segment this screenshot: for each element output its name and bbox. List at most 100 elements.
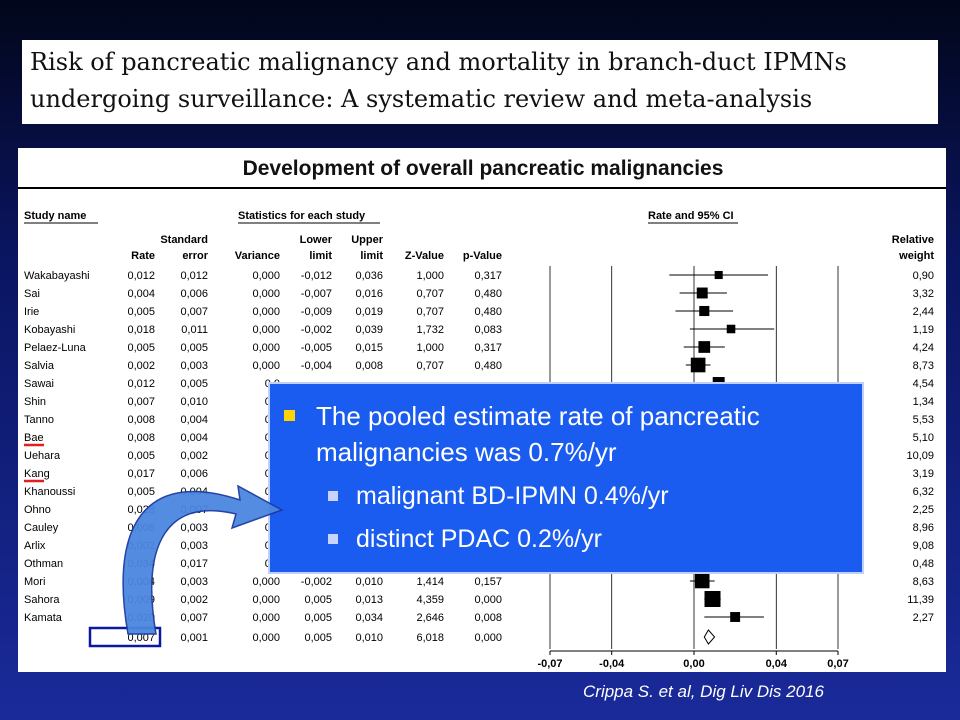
study-se: 0,010	[180, 396, 208, 408]
study-weight: 8,96	[913, 522, 934, 534]
study-p: 0,008	[474, 612, 502, 624]
header-z: Z-Value	[405, 250, 444, 262]
chart-title: Development of overall pancreatic malign…	[243, 157, 724, 180]
study-name: Sawai	[24, 378, 54, 390]
pooled-z: 6,018	[416, 632, 444, 644]
study-marker	[696, 287, 708, 299]
study-weight: 0,90	[913, 270, 934, 282]
header-study-name: Study name	[24, 210, 86, 222]
study-name: Kobayashi	[24, 324, 75, 336]
pooled-lower: 0,005	[304, 632, 332, 644]
study-se: 0,011	[181, 324, 208, 336]
summary-callout: The pooled estimate rate of pancreatic m…	[268, 382, 864, 574]
study-p: 0,480	[474, 360, 502, 372]
callout-sub-text-1: malignant BD-IPMN 0.4%/yr	[356, 482, 669, 510]
square-bullet-icon	[328, 534, 338, 544]
study-name: Arlix	[24, 540, 46, 552]
study-upper: 0,008	[355, 360, 383, 372]
study-marker	[690, 357, 706, 373]
pooled-variance: 0,000	[252, 632, 280, 644]
study-p: 0,083	[474, 324, 502, 336]
x-tick-label: 0,04	[766, 658, 788, 670]
callout-sub-bullet-1: malignant BD-IPMN 0.4%/yr	[328, 480, 669, 512]
study-upper: 0,039	[355, 324, 383, 336]
study-z: 2,646	[416, 612, 444, 624]
study-marker	[699, 305, 710, 317]
study-marker	[714, 270, 723, 280]
study-z: 0,707	[416, 288, 444, 300]
study-rate: 0,004	[127, 288, 155, 300]
study-rate: 0,008	[127, 432, 155, 444]
study-name: Irie	[24, 306, 39, 318]
study-se: 0,003	[180, 540, 208, 552]
header-ci-group: Rate and 95% CI	[648, 210, 734, 222]
study-weight: 4,54	[913, 378, 934, 390]
x-tick-label: -0,07	[537, 658, 562, 670]
square-bullet-icon	[328, 491, 338, 501]
study-se: 0,012	[180, 270, 208, 282]
header-weight: Relative	[892, 234, 934, 246]
paper-title-line2: undergoing surveillance: A systematic re…	[30, 85, 813, 113]
header-stats-group: Statistics for each study	[238, 210, 366, 222]
study-lower: -0,007	[301, 288, 332, 300]
study-se: 0,004	[180, 432, 208, 444]
pooled-p: 0,000	[474, 632, 502, 644]
study-marker	[704, 591, 721, 607]
study-weight: 8,63	[913, 576, 934, 588]
pooled-diamond	[703, 629, 716, 645]
study-weight: 0,48	[913, 558, 934, 570]
study-name: Pelaez-Luna	[24, 342, 87, 354]
study-weight: 2,27	[913, 612, 934, 624]
study-z: 1,000	[416, 270, 444, 282]
study-variance: 0,000	[252, 576, 280, 588]
study-rate: 0,008	[127, 414, 155, 426]
study-se: 0,005	[180, 378, 208, 390]
study-z: 1,000	[416, 342, 444, 354]
study-z: 1,732	[416, 324, 444, 336]
study-se: 0,006	[180, 468, 208, 480]
study-se: 0,002	[180, 594, 208, 606]
header-lower: limit	[309, 250, 332, 262]
study-lower: -0,005	[301, 342, 332, 354]
study-name: Kamata	[24, 612, 63, 624]
study-lower: -0,004	[301, 360, 332, 372]
study-name: Salvia	[24, 360, 55, 372]
study-name: Mori	[24, 576, 45, 588]
study-z: 0,707	[416, 306, 444, 318]
study-variance: 0,000	[252, 612, 280, 624]
header-rate: Rate	[131, 250, 155, 262]
study-marker	[726, 324, 736, 334]
study-p: 0,157	[474, 576, 502, 588]
study-se: 0,004	[180, 486, 208, 498]
study-rate: 0,002	[127, 360, 155, 372]
study-name: Ohno	[24, 504, 51, 516]
study-variance: 0,000	[252, 360, 280, 372]
study-name: Tanno	[24, 414, 54, 426]
study-rate: 0,018	[127, 324, 155, 336]
citation: Crippa S. et al, Dig Liv Dis 2016	[583, 682, 824, 701]
study-lower: -0,002	[301, 324, 332, 336]
pooled-rate: 0,007	[127, 632, 155, 644]
pooled-se: 0,001	[180, 632, 208, 644]
study-upper: 0,013	[355, 594, 383, 606]
study-weight: 1,34	[913, 396, 934, 408]
study-se: 0,004	[180, 414, 208, 426]
header-variance: Variance	[235, 250, 280, 262]
study-rate: 0,005	[127, 306, 155, 318]
study-weight: 8,73	[913, 360, 934, 372]
study-variance: 0,000	[252, 306, 280, 318]
study-rate: 0,009	[127, 594, 155, 606]
study-weight: 9,08	[913, 540, 934, 552]
paper-title: Risk of pancreatic malignancy and mortal…	[22, 40, 938, 124]
study-se: 0,005	[180, 342, 208, 354]
study-p: 0,000	[474, 594, 502, 606]
study-lower: 0,005	[304, 594, 332, 606]
study-rate: 0,012	[127, 270, 155, 282]
x-tick-label: 0,07	[827, 658, 848, 670]
study-marker	[694, 573, 710, 589]
header-se: error	[182, 250, 208, 262]
callout-bullet: The pooled estimate rate of pancreatic m…	[284, 398, 854, 470]
study-marker	[730, 612, 741, 622]
study-rate: 0,020	[127, 612, 155, 624]
header-weight: weight	[898, 250, 934, 262]
